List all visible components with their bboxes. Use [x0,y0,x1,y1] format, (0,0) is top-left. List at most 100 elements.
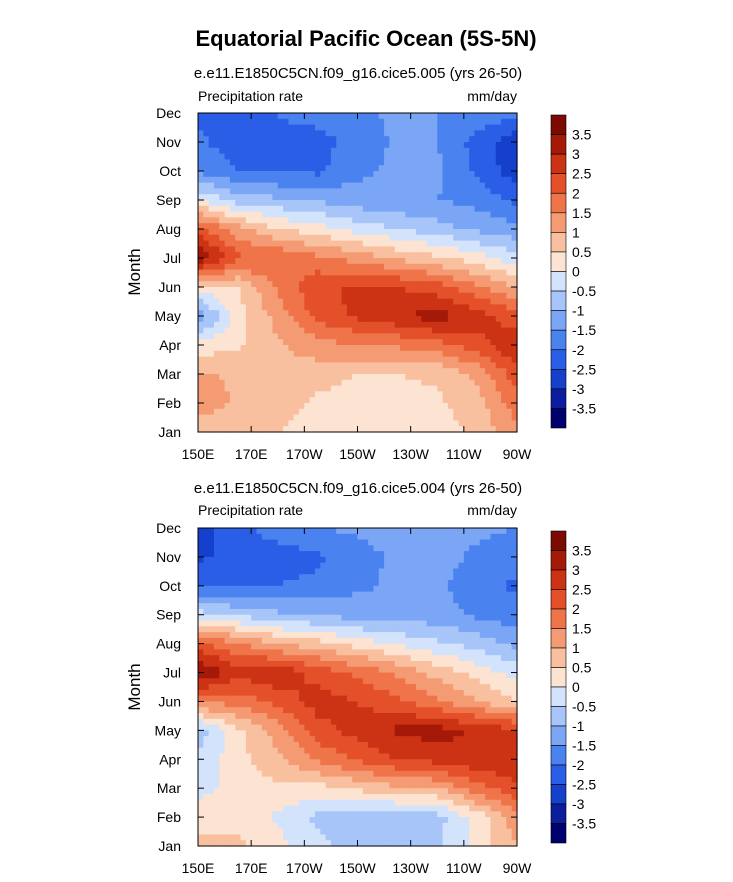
heatmap-cell [320,660,327,668]
heatmap-cell [394,223,401,230]
heatmap-cell [511,350,518,358]
heatmap-cell [267,426,274,433]
heatmap-cell [511,655,518,662]
heatmap-cell [346,672,353,679]
heatmap-cell [288,333,295,340]
heatmap-cell [357,545,364,552]
heatmap-cell [421,200,428,207]
heatmap-cell [256,287,263,294]
heatmap-cell [437,153,444,160]
heatmap-cell [474,252,481,259]
heatmap-cell [198,397,204,404]
heatmap-cell [373,182,380,189]
heatmap-cell [272,234,279,242]
heatmap-cell [437,397,444,404]
heatmap-cell [415,310,422,317]
heatmap-cell [447,194,454,201]
heatmap-cell [304,281,311,288]
heatmap-cell [277,649,284,656]
heatmap-cell [245,252,252,259]
heatmap-cell [394,603,401,610]
heatmap-cell [400,171,406,178]
heatmap-cell [442,591,449,598]
heatmap-cell [490,159,497,166]
heatmap-cell [405,287,412,294]
heatmap-cell [288,608,295,616]
heatmap-cell [272,426,279,433]
heatmap-cell [283,368,289,375]
heatmap-cell [495,556,502,564]
heatmap-cell [208,649,215,656]
heatmap-cell [251,391,258,398]
heatmap-cell [309,339,316,346]
heatmap-cell [251,124,258,131]
heatmap-cell [299,200,305,207]
heatmap-cell [277,368,284,375]
heatmap-cell [384,585,390,593]
heatmap-cell [240,159,247,166]
heatmap-cell [304,234,311,242]
x-tick-label: 130W [392,446,429,462]
heatmap-cell [240,182,247,189]
heatmap-cell [490,551,497,558]
heatmap-cell [463,159,470,166]
heatmap-cell [368,614,375,622]
heatmap-cell [341,136,348,143]
heatmap-cell [373,142,380,149]
heatmap-cell [219,205,226,213]
heatmap-cell [309,136,316,143]
heatmap-cell [272,408,279,416]
heatmap-cell [330,672,337,679]
heatmap-cell [384,205,390,213]
heatmap-cell [219,391,226,398]
heatmap-cell [219,130,226,137]
heatmap-cell [362,545,369,552]
heatmap-cell [309,391,316,398]
heatmap-cell [368,374,375,381]
heatmap-cell [256,159,263,166]
heatmap-cell [304,113,311,120]
heatmap-cell [352,281,359,288]
heatmap-cell [293,113,300,120]
heatmap-cell [431,350,438,358]
heatmap-cell [474,539,481,546]
heatmap-cell [208,574,215,581]
heatmap-cell [235,545,242,552]
heatmap-cell [293,397,300,404]
heatmap-cell [453,205,460,213]
heatmap-cell [330,379,337,387]
heatmap-cell [256,551,263,558]
heatmap-cell [373,287,380,294]
heatmap-cell [325,391,332,398]
heatmap-cell [330,345,337,352]
heatmap-cell [431,562,438,570]
heatmap-cell [378,551,385,558]
heatmap-cell [373,321,380,329]
heatmap-cell [203,153,210,160]
heatmap-cell [240,528,247,535]
heatmap-cell [495,223,502,230]
heatmap-cell [314,194,321,201]
heatmap-cell [415,118,422,126]
heatmap-cell [378,574,385,581]
heatmap-cell [293,136,300,143]
heatmap-cell [277,275,284,282]
heatmap-cell [352,252,359,259]
heatmap-cell [309,263,316,271]
heatmap-cell [415,321,422,329]
heatmap-cell [495,130,502,137]
heatmap-cell [256,217,263,224]
heatmap-cell [442,321,449,329]
heatmap-cell [415,362,422,369]
heatmap-cell [293,194,300,201]
heatmap-cell [442,672,449,679]
heatmap-cell [479,275,486,282]
heatmap-cell [240,327,247,334]
heatmap-cell [346,391,353,398]
heatmap-cell [362,426,369,433]
heatmap-cell [288,649,295,656]
heatmap-cell [213,580,220,587]
heatmap-cell [474,124,481,131]
heatmap-cell [506,200,513,207]
heatmap-cell [426,603,433,610]
